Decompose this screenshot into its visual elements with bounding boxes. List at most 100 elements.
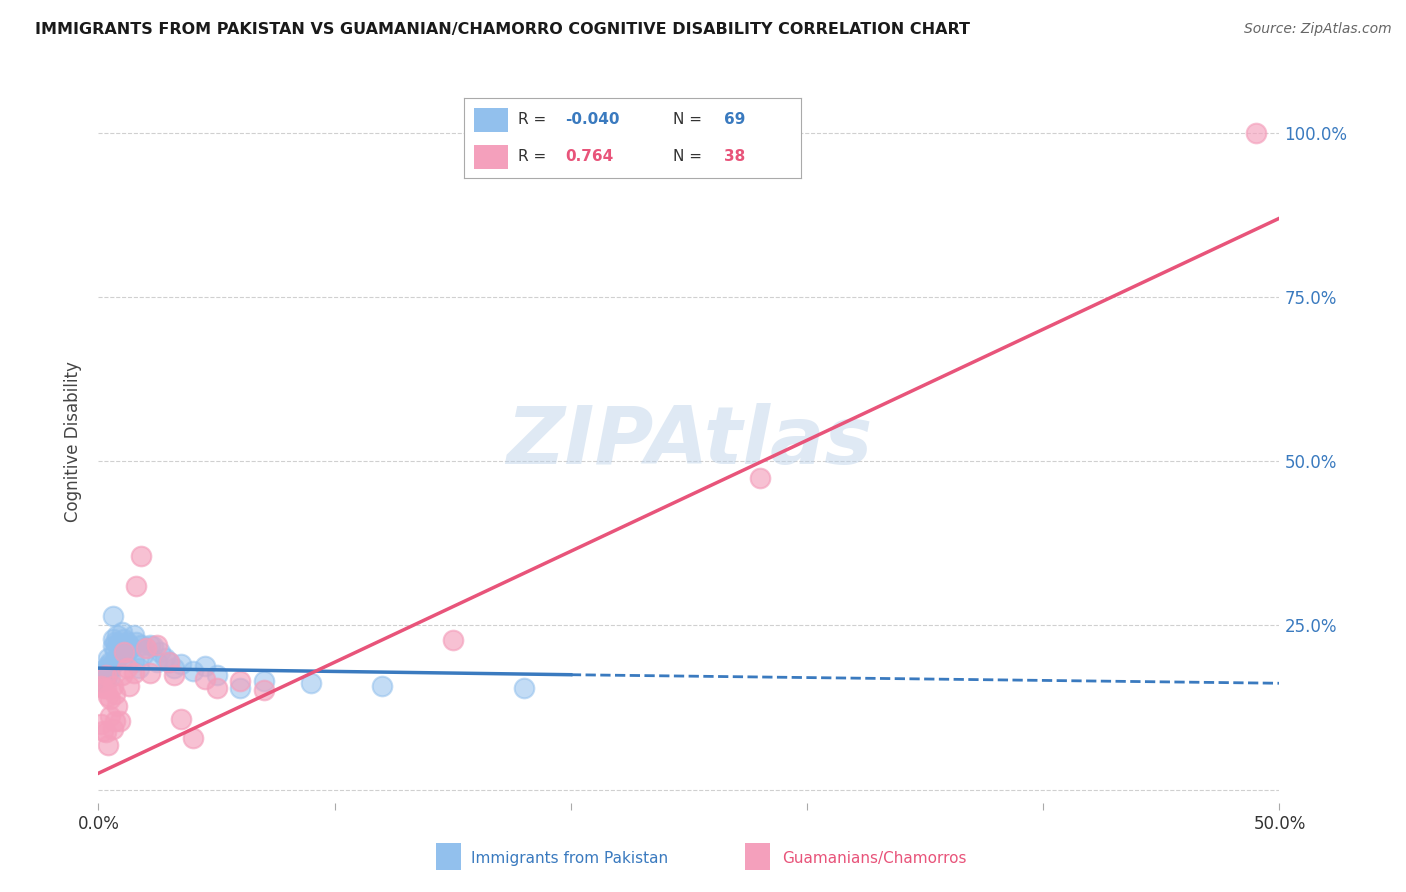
Point [194,659,217,673]
Text: 38: 38 [724,149,745,164]
Point [97,651,120,665]
Point [146,655,169,669]
Point [97,665,120,680]
Point [101,632,124,646]
Point [115,661,138,675]
Point [149,645,172,659]
Point [118,679,141,693]
Point [90,717,112,731]
Point [129,549,152,564]
Bar [474,145,508,169]
Point [111,625,134,640]
Point [122,628,145,642]
Point [98,692,121,706]
Point [104,635,127,649]
Point [101,640,124,654]
Point [108,714,131,728]
Point [229,681,252,695]
Point [104,643,127,657]
Point [98,663,121,677]
Point [91,665,114,680]
Text: -0.040: -0.040 [565,112,620,128]
Point [91,674,114,689]
Point [97,657,120,672]
Point [112,645,135,659]
Point [105,637,128,651]
Point [205,681,228,695]
Point [97,738,120,752]
Bar [474,108,508,132]
Text: 69: 69 [724,112,745,128]
Point [299,676,322,690]
Point [181,731,204,746]
Point [139,665,162,680]
Point [441,632,464,647]
Point [129,638,152,652]
Point [104,655,127,669]
Point [111,638,134,652]
Point [139,638,162,652]
Point [157,655,180,669]
Text: 0.764: 0.764 [565,149,613,164]
Point [94,667,117,681]
Point [91,667,114,681]
Text: ZIPAtlas: ZIPAtlas [506,402,872,481]
Point [115,645,138,659]
Point [90,674,112,689]
Point [142,640,165,654]
Point [146,638,169,652]
Y-axis label: Cognitive Disability: Cognitive Disability [65,361,83,522]
Point [122,665,145,680]
Point [105,698,128,713]
Text: Source: ZipAtlas.com: Source: ZipAtlas.com [1244,22,1392,37]
Text: IMMIGRANTS FROM PAKISTAN VS GUAMANIAN/CHAMORRO COGNITIVE DISABILITY CORRELATION : IMMIGRANTS FROM PAKISTAN VS GUAMANIAN/CH… [35,22,970,37]
Point [91,672,114,686]
Point [229,674,252,689]
Point [118,638,141,652]
Point [111,667,134,681]
Point [105,651,128,665]
Point [91,681,114,695]
Point [94,670,117,684]
Point [253,674,276,689]
Point [94,665,117,679]
Point [101,679,124,693]
Point [111,651,134,665]
Point [104,714,127,728]
Point [94,724,117,739]
Point [125,635,148,649]
Point [748,471,770,485]
Point [105,628,128,642]
Point [153,651,176,665]
Point [512,681,534,695]
Point [94,668,117,682]
Text: N =: N = [673,149,702,164]
Point [90,679,112,693]
Point [94,663,117,677]
Point [104,687,127,701]
Point [98,670,121,684]
Point [132,648,155,662]
Point [170,712,193,726]
Point [205,667,228,681]
Point [112,641,135,656]
Point [97,661,120,675]
Point [90,670,112,684]
Point [122,655,145,669]
Point [253,682,276,697]
Point [108,648,131,662]
Point [135,641,157,656]
Point [125,579,148,593]
Point [98,709,121,723]
Point [94,673,117,687]
Point [371,679,394,693]
Point [98,655,121,669]
Point [91,723,114,738]
Point [90,667,112,681]
Point [101,608,124,623]
Point [94,681,117,695]
Point [91,670,114,684]
Point [91,673,114,687]
Point [163,661,186,675]
Point [101,723,124,737]
